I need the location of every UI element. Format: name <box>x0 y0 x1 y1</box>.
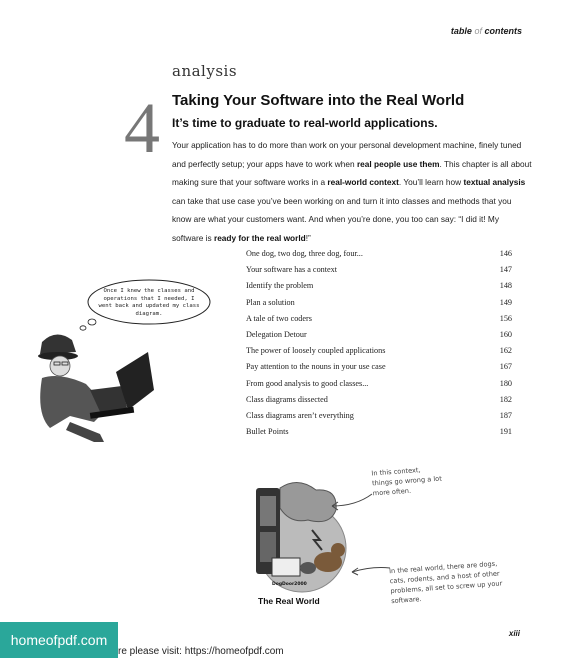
footer-link-text[interactable]: re please visit: https://homeofpdf.com <box>118 646 284 657</box>
annotation-real-world: In the real world, there are dogs, cats,… <box>388 559 503 606</box>
toc-entry[interactable]: Class diagrams aren’t everything 187 <box>246 408 512 424</box>
toc-entry-title: Identify the problem <box>246 281 314 291</box>
toc-entry-title: Your software has a context <box>246 265 338 275</box>
person-with-laptop-illustration <box>38 334 154 442</box>
intro-text: . This chapter is all about making sure … <box>172 158 532 188</box>
intro-text: Your application has to do more than wor… <box>172 140 522 169</box>
toc-entry[interactable]: The power of loosely coupled application… <box>246 343 512 359</box>
arrow-icon <box>351 567 391 576</box>
toc-entry-title: Delegation Detour <box>246 329 307 339</box>
thought-bubble-text: Once I knew the classes and operations t… <box>98 288 200 317</box>
toc-entry-title: One dog, two dog, three dog, four... <box>246 249 363 258</box>
toc-entry-page: 182 <box>499 394 512 404</box>
thought-bubble-tail <box>79 318 97 331</box>
toc-entry-page: 187 <box>499 410 512 420</box>
toc-entry-title: Class diagrams dissected <box>246 394 328 404</box>
toc-entry-title: Bullet Points <box>246 427 289 437</box>
site-banner[interactable]: homeofpdf.com <box>0 622 118 658</box>
toc-entry-page: 160 <box>499 329 512 339</box>
toc-entry-page: 162 <box>499 346 512 356</box>
arrow-icon <box>331 493 373 511</box>
header-word-table: table <box>450 26 472 36</box>
toc-entry-page: 156 <box>499 313 512 323</box>
chapter-subtitle: It’s time to graduate to real-world appl… <box>172 116 438 130</box>
toc-entry-page: 180 <box>499 378 512 388</box>
intro-text: . You’ll learn how <box>398 177 464 187</box>
real-world-illustration <box>256 482 347 593</box>
chapter-title: Taking Your Software into the Real World <box>172 92 465 109</box>
intro-paragraph: Your application has to do more than wor… <box>172 136 532 247</box>
toc-list: One dog, two dog, three dog, four... 146 … <box>246 246 512 440</box>
intro-text: can take that use case you’ve been worki… <box>172 195 512 243</box>
header-word-contents: contents <box>484 26 522 36</box>
illustration-caption: The Real World <box>258 596 320 606</box>
toc-entry-title: The power of loosely coupled application… <box>246 346 386 356</box>
toc-entry[interactable]: Bullet Points 191 <box>246 424 512 440</box>
toc-entry[interactable]: A tale of two coders 156 <box>246 311 512 327</box>
intro-bold: textual analysis <box>463 177 526 187</box>
toc-entry[interactable]: Identify the problem 148 <box>246 278 512 294</box>
running-header: table of contents <box>451 26 522 36</box>
toc-entry[interactable]: From good analysis to good classes... 180 <box>246 376 512 392</box>
toc-entry-title: From good analysis to good classes... <box>246 378 369 388</box>
toc-entry[interactable]: Class diagrams dissected 182 <box>246 392 512 408</box>
toc-entry-title: Pay attention to the nouns in your use c… <box>246 362 386 372</box>
header-word-of: of <box>474 26 482 36</box>
chapter-label: analysis <box>172 62 238 80</box>
chapter-number: 4 <box>124 88 160 168</box>
intro-bold: real people use them <box>356 158 440 169</box>
thought-bubble <box>87 279 211 325</box>
toc-entry-page: 167 <box>499 362 512 372</box>
toc-entry-title: Plan a solution <box>246 297 295 307</box>
toc-entry-title: A tale of two coders <box>246 313 312 323</box>
toc-entry-page: 148 <box>499 281 512 291</box>
toc-entry-page: 146 <box>499 249 512 258</box>
toc-entry-page: 191 <box>499 427 512 437</box>
toc-entry-title: Class diagrams aren’t everything <box>246 410 354 420</box>
intro-bold: ready for the real world <box>213 232 306 243</box>
toc-entry[interactable]: Plan a solution 149 <box>246 295 512 311</box>
toc-entry-page: 149 <box>499 297 512 307</box>
toc-entry[interactable]: Pay attention to the nouns in your use c… <box>246 359 512 375</box>
intro-text: !” <box>305 232 311 243</box>
toc-entry[interactable]: One dog, two dog, three dog, four... 146 <box>246 246 512 262</box>
intro-bold: real-world context <box>327 177 399 187</box>
toc-entry[interactable]: Your software has a context 147 <box>246 262 512 278</box>
toc-entry-page: 147 <box>499 265 512 275</box>
toc-entry[interactable]: Delegation Detour 160 <box>246 327 512 343</box>
page-number: xiii <box>508 629 520 638</box>
annotation-context: In this context, things go wrong a lot m… <box>371 466 443 498</box>
dog-door-sign: DogDoor2000 <box>272 582 307 587</box>
